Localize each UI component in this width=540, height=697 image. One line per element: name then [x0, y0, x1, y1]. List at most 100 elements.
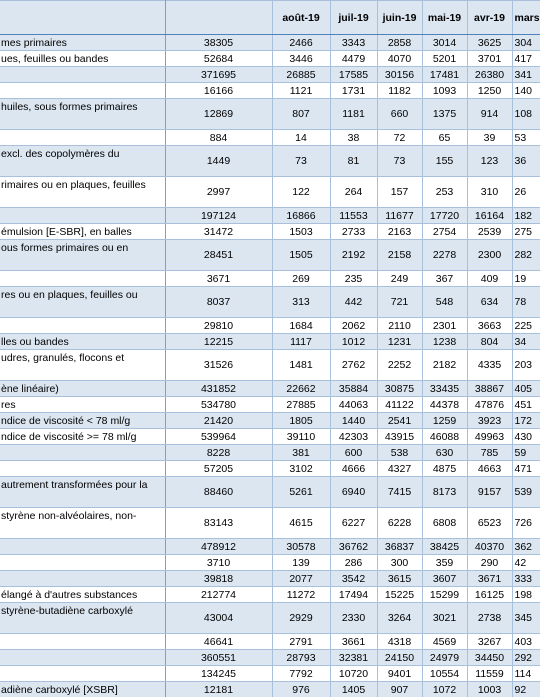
value-cell: 721: [376, 286, 423, 318]
table-row: 371695 26885 17585 30156 17481 26380 341: [0, 66, 540, 83]
value-cell: 65: [421, 129, 468, 146]
row-label: [0, 66, 166, 83]
table-row: 3671 269 235 249 367 409 19: [0, 270, 540, 287]
value-cell: 225: [511, 317, 540, 334]
month-header: juil-19: [329, 0, 378, 35]
value-cell: 600: [329, 444, 378, 461]
total-cell: 31472: [164, 223, 273, 240]
header-cell: [0, 0, 166, 35]
total-cell: 12215: [164, 333, 273, 350]
value-cell: 34: [511, 333, 540, 350]
row-label: styrène-butadiène carboxylé: [0, 602, 166, 634]
value-cell: 38867: [466, 380, 513, 397]
value-cell: 367: [421, 270, 468, 287]
value-cell: 6228: [376, 507, 423, 539]
row-label: [0, 207, 166, 224]
row-label: adiène carboxylé [XSBR]: [0, 681, 166, 697]
row-label: [0, 665, 166, 682]
total-cell: 52684: [164, 50, 273, 67]
value-cell: 471: [511, 460, 540, 477]
total-cell: 2997: [164, 176, 273, 208]
value-cell: 33435: [421, 380, 468, 397]
value-cell: 785: [466, 444, 513, 461]
row-label: [0, 129, 166, 146]
value-cell: 2110: [376, 317, 423, 334]
value-cell: 362: [511, 538, 540, 555]
value-cell: 430: [511, 428, 540, 445]
row-label: ous formes primaires ou en: [0, 239, 166, 271]
table-row: res ou en plaques, feuilles ou 8037 313 442…: [0, 286, 540, 318]
value-cell: 11553: [329, 207, 378, 224]
value-cell: 1117: [271, 333, 331, 350]
table-row: 46641 2791 3661 4318 4569 3267 403: [0, 633, 540, 650]
value-cell: 41122: [376, 396, 423, 413]
row-label: [0, 82, 166, 99]
value-cell: 3615: [376, 570, 423, 587]
value-cell: 140: [511, 82, 540, 99]
row-label: udres, granulés, flocons et: [0, 349, 166, 381]
value-cell: 3446: [271, 50, 331, 67]
total-cell: 31526: [164, 349, 273, 381]
total-cell: 3710: [164, 554, 273, 571]
table-row: 29810 1684 2062 2110 2301 3663 225: [0, 317, 540, 334]
value-cell: 3021: [421, 602, 468, 634]
value-cell: 403: [511, 633, 540, 650]
value-cell: 73: [376, 145, 423, 177]
value-cell: 2754: [421, 223, 468, 240]
table-row: 8228 381 600 538 630 785 59: [0, 444, 540, 461]
value-cell: 4569: [421, 633, 468, 650]
value-cell: 26885: [271, 66, 331, 83]
value-cell: 290: [466, 554, 513, 571]
table-row: 16166 1121 1731 1182 1093 1250 140: [0, 82, 540, 99]
value-cell: 38: [329, 129, 378, 146]
value-cell: 1405: [329, 681, 378, 697]
row-label: ène linéaire): [0, 380, 166, 397]
table-row: res 534780 27885 44063 41122 44378 47876 451: [0, 396, 540, 413]
table-row: styrène non-alvéolaires, non- 83143 4615 62…: [0, 507, 540, 539]
month-header: mai-19: [421, 0, 468, 35]
total-cell: 83143: [164, 507, 273, 539]
header-row: août-19 juil-19 juin-19 mai-19 avr-19 mars: [0, 0, 540, 35]
month-header: août-19: [271, 0, 331, 35]
table-row: ndice de viscosité < 78 ml/g 21420 1805 144…: [0, 412, 540, 429]
value-cell: 36: [511, 145, 540, 177]
value-cell: 548: [421, 286, 468, 318]
table-row: autrement transformées pour la 88460 5261 6…: [0, 476, 540, 508]
value-cell: 2858: [376, 34, 423, 51]
value-cell: 39110: [271, 428, 331, 445]
month-header: mars: [511, 0, 540, 35]
value-cell: 24150: [376, 649, 423, 666]
total-cell: 534780: [164, 396, 273, 413]
value-cell: 24979: [421, 649, 468, 666]
row-label: élangé à d'autres substances: [0, 586, 166, 603]
value-cell: 1375: [421, 98, 468, 130]
value-cell: 11559: [466, 665, 513, 682]
value-cell: 4666: [329, 460, 378, 477]
value-cell: 249: [376, 270, 423, 287]
table-row: styrène-butadiène carboxylé 43004 2929 2330…: [0, 602, 540, 634]
value-cell: 157: [376, 176, 423, 208]
table-row: udres, granulés, flocons et 31526 1481 2762…: [0, 349, 540, 381]
value-cell: 1182: [376, 82, 423, 99]
table-row: élangé à d'autres substances 212774 11272 1…: [0, 586, 540, 603]
value-cell: 59: [511, 444, 540, 461]
value-cell: 122: [271, 176, 331, 208]
value-cell: 2541: [376, 412, 423, 429]
value-cell: 2182: [421, 349, 468, 381]
value-cell: 914: [466, 98, 513, 130]
total-cell: 57205: [164, 460, 273, 477]
value-cell: 4479: [329, 50, 378, 67]
value-cell: 726: [511, 507, 540, 539]
value-cell: 300: [376, 554, 423, 571]
total-cell: 360551: [164, 649, 273, 666]
value-cell: 43915: [376, 428, 423, 445]
value-cell: 15225: [376, 586, 423, 603]
value-cell: 2733: [329, 223, 378, 240]
value-cell: 381: [271, 444, 331, 461]
value-cell: 7792: [271, 665, 331, 682]
value-cell: 16164: [466, 207, 513, 224]
row-label: [0, 317, 166, 334]
value-cell: 2158: [376, 239, 423, 271]
total-cell: 88460: [164, 476, 273, 508]
